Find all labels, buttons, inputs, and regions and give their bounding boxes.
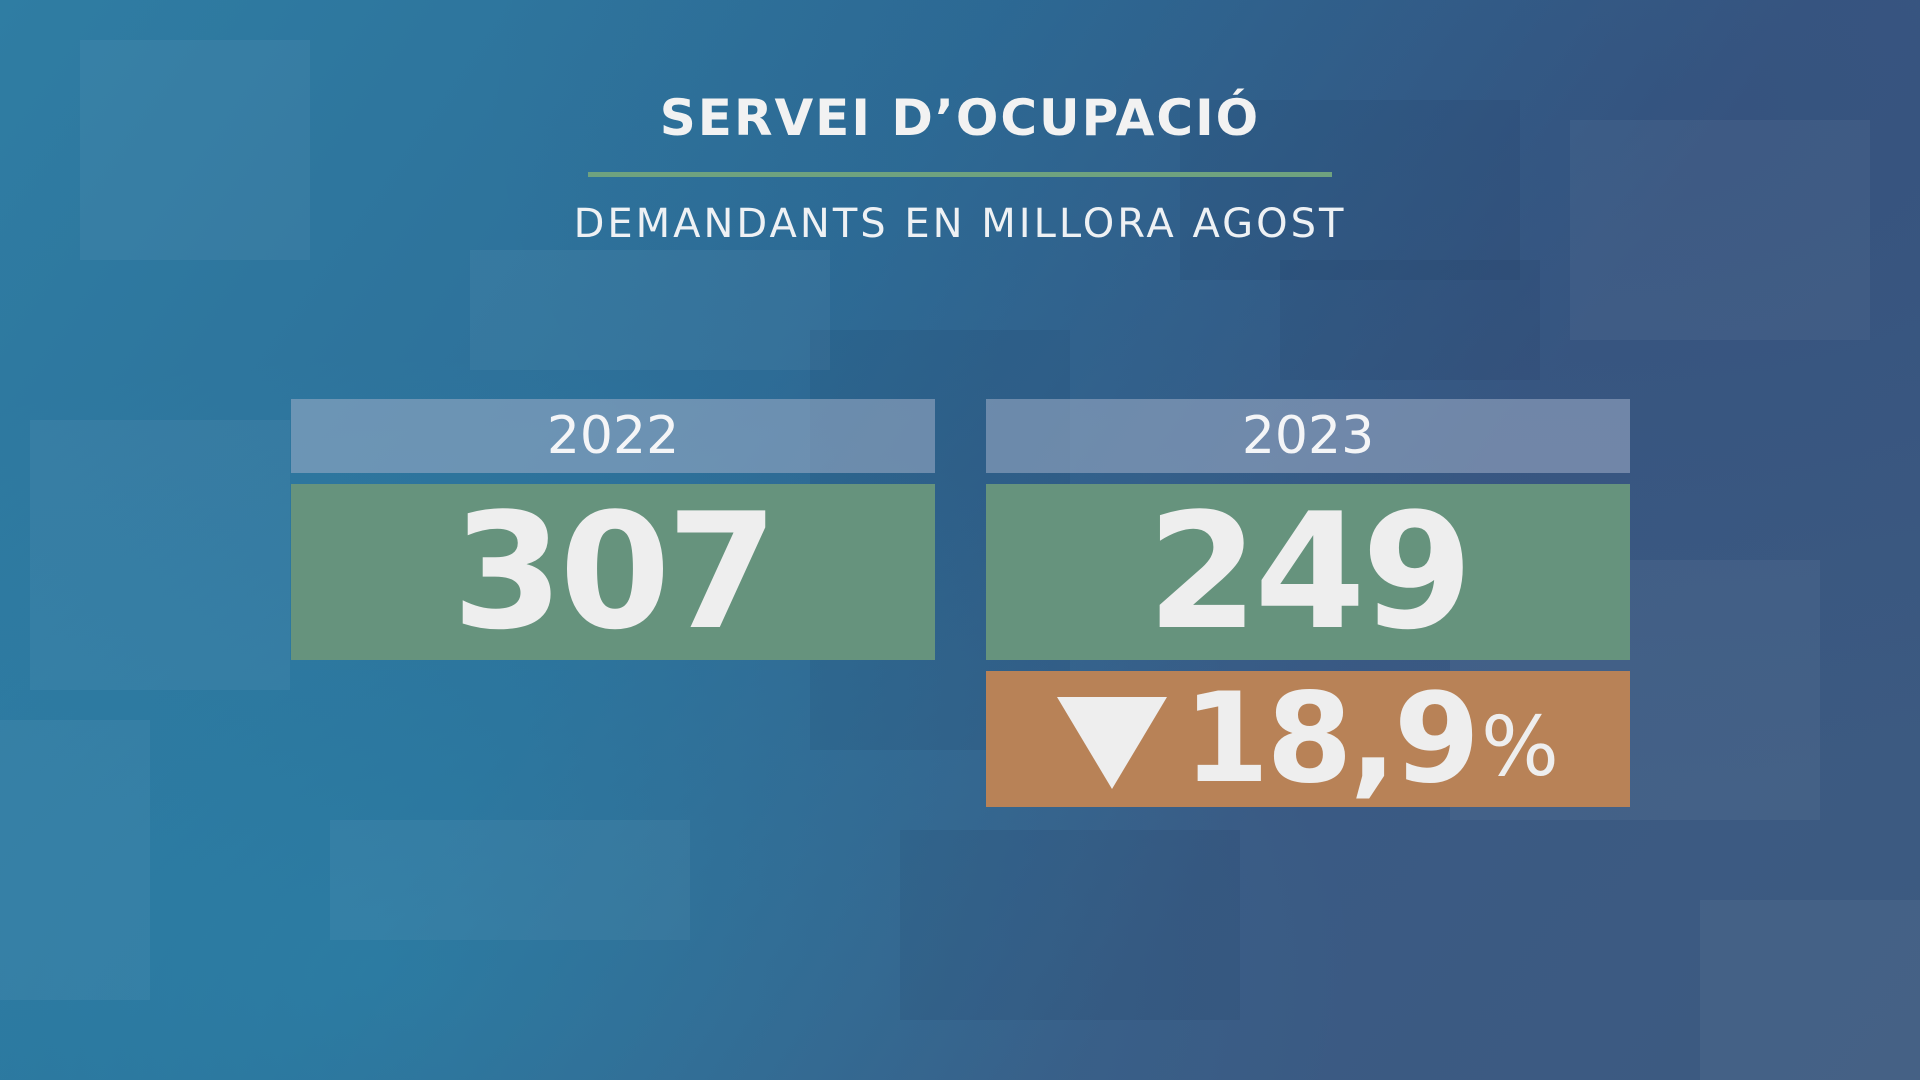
- background-square: [1700, 900, 1920, 1080]
- value-2023: 249: [986, 484, 1630, 660]
- background-square: [1180, 100, 1520, 280]
- year-label-2022: 2022: [291, 399, 935, 473]
- background-square: [330, 820, 690, 940]
- page-title: SERVEI D’OCUPACIÓ: [659, 89, 1261, 147]
- page-subtitle: DEMANDANTS EN MILLORA AGOST: [573, 201, 1347, 247]
- year-label-2023: 2023: [986, 399, 1630, 473]
- background-square: [0, 720, 150, 1000]
- change-unit: %: [1481, 700, 1559, 795]
- background-square: [900, 830, 1240, 1020]
- change-badge: 18,9 %: [986, 671, 1630, 807]
- background-square: [470, 250, 830, 370]
- down-triangle-icon: [1057, 697, 1168, 789]
- background-square: [1570, 120, 1870, 340]
- background-square: [80, 40, 310, 260]
- background-square: [30, 420, 290, 690]
- title-underline: [588, 172, 1332, 177]
- value-2022: 307: [291, 484, 935, 660]
- background-square: [1280, 260, 1540, 380]
- change-value: 18,9: [1183, 667, 1480, 811]
